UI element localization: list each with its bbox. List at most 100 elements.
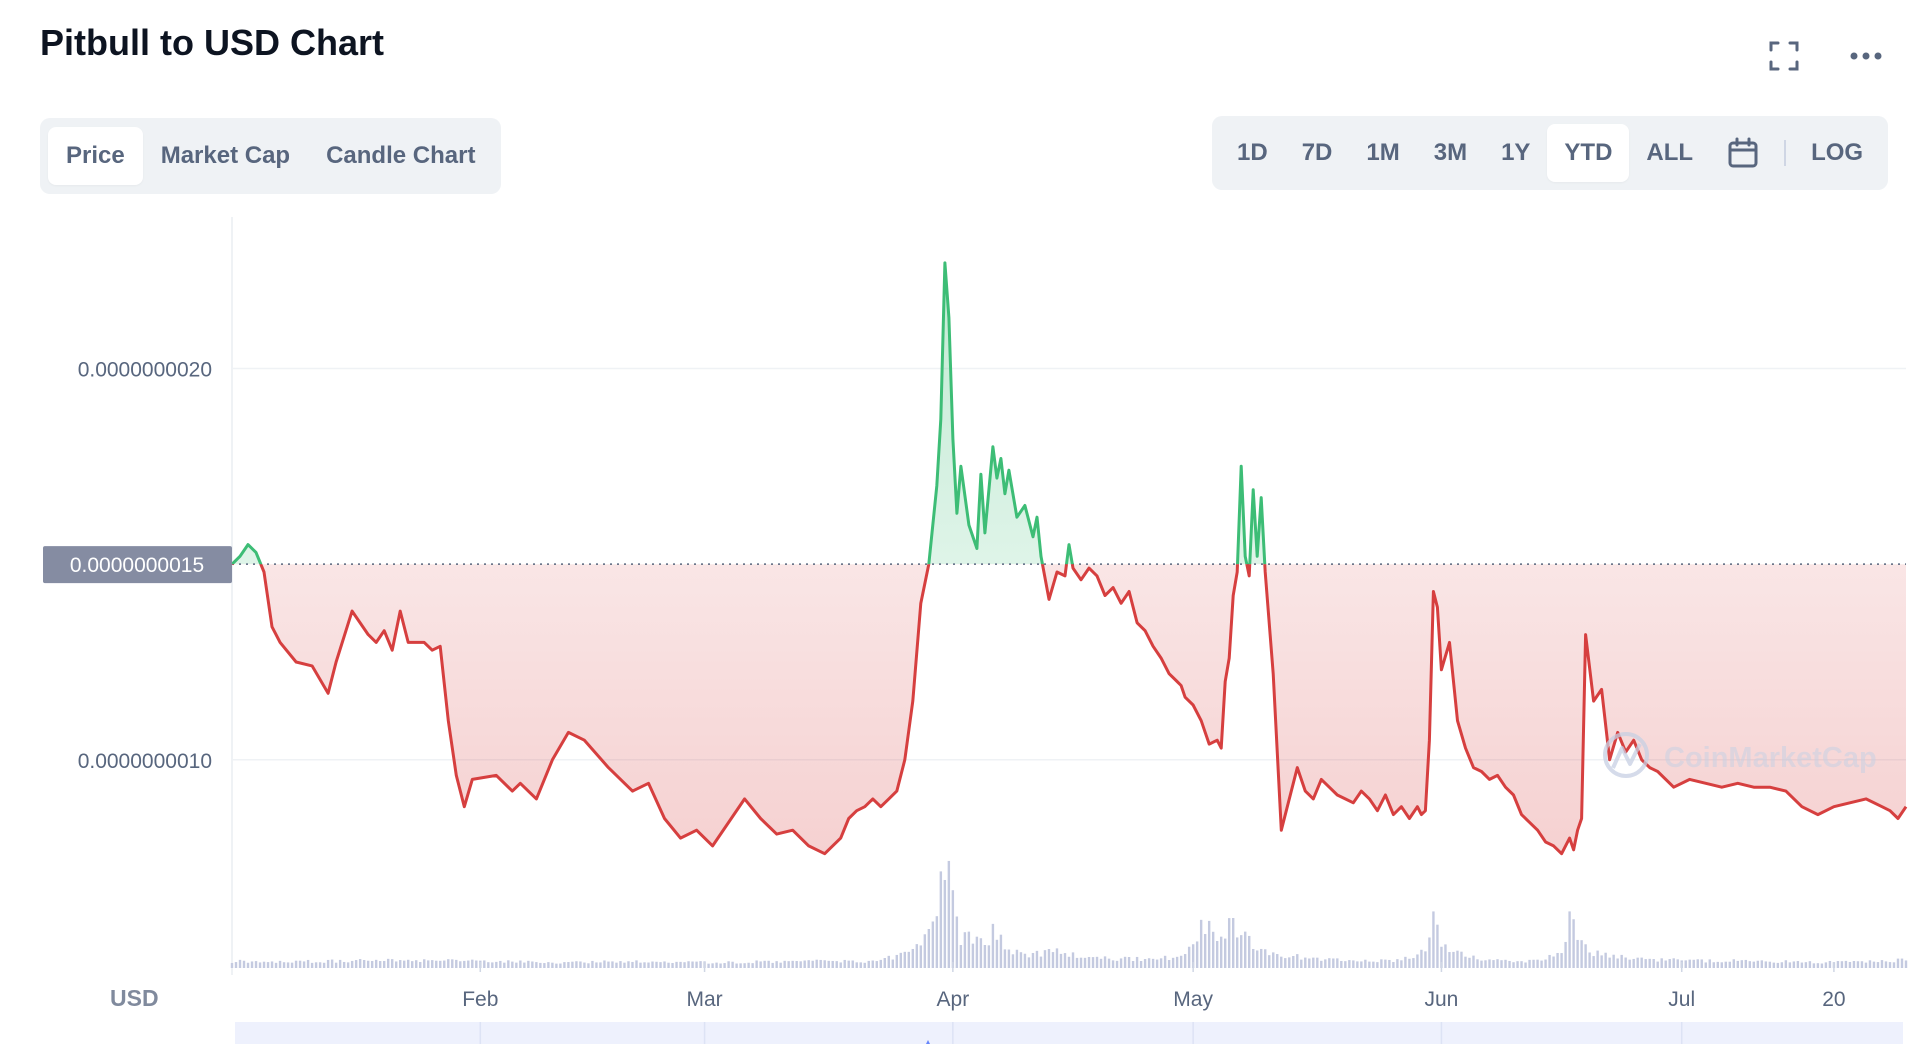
- volume-bar: [1472, 955, 1475, 968]
- volume-bar: [1744, 959, 1748, 968]
- page-title: Pitbull to USD Chart: [40, 22, 384, 63]
- volume-bar: [314, 962, 318, 968]
- volume-bar: [326, 959, 330, 968]
- x-tick-label: Jun: [1425, 988, 1459, 1011]
- time-range-switcher: 1D 7D 1M 3M 1Y YTD ALL LOG: [1212, 116, 1889, 190]
- volume-bar: [1384, 959, 1387, 968]
- volume-bar: [322, 962, 326, 968]
- log-scale-toggle[interactable]: LOG: [1811, 139, 1864, 166]
- volume-bar: [1364, 959, 1367, 968]
- volume-bar: [1496, 959, 1499, 968]
- volume-bar: [1608, 957, 1611, 968]
- volume-bar: [475, 960, 478, 968]
- volume-bar: [427, 960, 430, 968]
- fullscreen-icon[interactable]: [1764, 36, 1804, 76]
- volume-bar: [787, 961, 790, 968]
- volume-bar: [1179, 955, 1183, 968]
- range-all[interactable]: ALL: [1646, 139, 1694, 166]
- range-ytd[interactable]: YTD: [1547, 124, 1630, 182]
- volume-bar: [1308, 958, 1311, 968]
- volume-bar: [1444, 944, 1447, 968]
- volume-bar: [1340, 960, 1343, 968]
- calendar-icon[interactable]: [1710, 124, 1776, 182]
- volume-bar: [603, 960, 606, 968]
- volume-bar: [1460, 951, 1463, 968]
- volume-bar: [487, 962, 490, 968]
- volume-bar: [943, 879, 947, 968]
- navigator[interactable]: [235, 1022, 1903, 1044]
- volume-bar: [715, 962, 718, 968]
- range-3m[interactable]: 3M: [1433, 139, 1468, 166]
- volume-bar: [863, 962, 866, 968]
- volume-bar: [1504, 959, 1507, 968]
- volume-bar: [1840, 961, 1844, 968]
- volume-bar: [447, 959, 450, 968]
- volume-bar: [1328, 958, 1331, 968]
- volume-bar: [1816, 963, 1820, 968]
- volume-bar: [1087, 956, 1091, 968]
- volume-bar: [1240, 935, 1243, 968]
- coinmarketcap-watermark: CoinMarketCap: [1603, 732, 1877, 778]
- volume-bar: [1572, 919, 1575, 968]
- volume-bar: [1416, 954, 1419, 968]
- volume-bar: [1011, 954, 1015, 968]
- range-1d[interactable]: 1D: [1237, 139, 1268, 166]
- baseline-price-label: 0.0000000015: [43, 546, 232, 584]
- volume-bar: [1604, 952, 1607, 968]
- volume-bar: [1852, 961, 1856, 968]
- volume-bar: [318, 962, 322, 968]
- volume-bar: [403, 960, 406, 968]
- volume-bar: [1804, 962, 1808, 968]
- volume-bar: [1896, 958, 1900, 968]
- volume-bar: [1616, 958, 1619, 968]
- y-tick-label: 0.0000000020: [78, 359, 212, 382]
- volume-bar: [1372, 961, 1375, 968]
- volume-bar: [1872, 961, 1876, 968]
- navigator-handle[interactable]: [922, 1040, 934, 1044]
- volume-bar: [1207, 920, 1211, 968]
- x-tick-label: 20: [1822, 988, 1845, 1011]
- volume-bar: [1380, 959, 1383, 968]
- more-dots-icon[interactable]: [1846, 36, 1886, 76]
- volume-bar: [1360, 961, 1363, 968]
- volume-bar: [1119, 958, 1123, 968]
- volume-bar: [575, 961, 578, 968]
- toolbar-divider: [1784, 140, 1787, 166]
- volume-bar: [1055, 948, 1059, 968]
- volume-bar: [771, 962, 774, 968]
- volume-bar: [1227, 918, 1231, 968]
- volume-bar: [711, 963, 714, 968]
- volume-bar: [495, 961, 498, 968]
- volume-bar: [431, 960, 434, 968]
- volume-bar: [238, 959, 242, 968]
- volume-bar: [1468, 957, 1471, 968]
- volume-bar: [899, 952, 902, 968]
- volume-bar: [1083, 957, 1087, 968]
- volume-bar: [1292, 956, 1295, 968]
- volume-bar: [1003, 949, 1007, 968]
- volume-bar: [1448, 952, 1451, 968]
- volume-bar: [907, 951, 911, 968]
- tab-price[interactable]: Price: [48, 127, 143, 185]
- volume-bar: [1808, 961, 1812, 968]
- range-1y[interactable]: 1Y: [1501, 139, 1531, 166]
- tab-candle-chart[interactable]: Candle Chart: [326, 142, 476, 169]
- volume-bar: [1672, 958, 1675, 968]
- volume-bar: [1652, 959, 1655, 968]
- volume-bar: [1824, 962, 1828, 968]
- volume-bar: [871, 960, 874, 968]
- volume-bar: [390, 959, 394, 968]
- volume-bar: [1536, 959, 1539, 968]
- x-tick-label: Jul: [1668, 988, 1695, 1011]
- y-tick-label: 0.0000000010: [78, 750, 212, 773]
- volume-bar: [270, 961, 274, 968]
- range-1m[interactable]: 1M: [1366, 139, 1400, 166]
- tab-market-cap[interactable]: Market Cap: [160, 142, 291, 169]
- range-7d[interactable]: 7D: [1301, 139, 1333, 166]
- volume-bar: [739, 963, 742, 968]
- volume-bar: [1736, 960, 1739, 968]
- volume-bar: [1007, 949, 1011, 968]
- volume-bar: [1596, 950, 1599, 968]
- volume-bar: [667, 962, 670, 968]
